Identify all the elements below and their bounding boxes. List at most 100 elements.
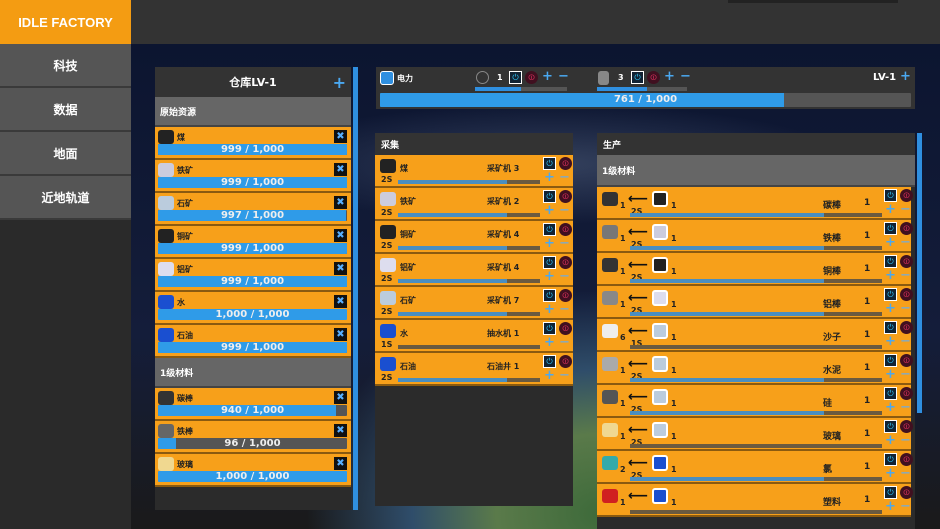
add-machine-button[interactable]: +	[544, 170, 555, 185]
wrench-icon[interactable]: ✖	[334, 328, 347, 341]
stop-button[interactable]: ⏼	[900, 453, 913, 466]
stop-button[interactable]: ⏼	[900, 288, 913, 301]
wrench-icon[interactable]: ✖	[334, 391, 347, 404]
power-toggle-button[interactable]: ⏻	[884, 189, 897, 202]
wrench-icon[interactable]: ✖	[334, 295, 347, 308]
add-machine-button[interactable]: +	[885, 235, 896, 250]
stop-button[interactable]: ⏼	[900, 189, 913, 202]
power-toggle-button[interactable]: ⏻	[543, 289, 556, 302]
remove-machine-button[interactable]: −	[559, 302, 570, 317]
stop-button[interactable]: ⏼	[900, 321, 913, 334]
power-toggle-button[interactable]: ⏻	[884, 288, 897, 301]
add-machine-button[interactable]: +	[885, 433, 896, 448]
stop-button[interactable]: ⏼	[559, 322, 572, 335]
wrench-icon[interactable]: ✖	[334, 196, 347, 209]
stop-button[interactable]: ⏼	[900, 255, 913, 268]
remove-machine-button[interactable]: −	[900, 202, 911, 217]
remove-machine-button[interactable]: −	[900, 400, 911, 415]
remove-machine-button[interactable]: −	[559, 269, 570, 284]
wrench-icon[interactable]: ✖	[334, 163, 347, 176]
remove-machine-button[interactable]: −	[900, 367, 911, 382]
add-machine-button[interactable]: +	[885, 400, 896, 415]
stop-button[interactable]: ⏼	[559, 289, 572, 302]
add-machine-button[interactable]: +	[544, 335, 555, 350]
power-toggle-button[interactable]: ⏻	[884, 321, 897, 334]
sidebar-item-data[interactable]: 数据	[0, 88, 131, 132]
warehouse-item[interactable]: 水 ✖ 1,000 / 1,000	[155, 292, 351, 325]
add-machine-button[interactable]: +	[544, 203, 555, 218]
warehouse-item[interactable]: 煤 ✖ 999 / 1,000	[155, 127, 351, 160]
game-title-button[interactable]: IDLE FACTORY	[0, 0, 131, 44]
power-toggle-button[interactable]: ⏻	[543, 223, 556, 236]
generator-minus-button[interactable]: −	[558, 69, 569, 84]
stop-button[interactable]: ⏼	[900, 222, 913, 235]
solar-add-button[interactable]: +	[664, 69, 675, 84]
remove-machine-button[interactable]: −	[559, 203, 570, 218]
wrench-icon[interactable]: ✖	[334, 457, 347, 470]
add-machine-button[interactable]: +	[885, 466, 896, 481]
solar-power-button[interactable]: ⏻	[631, 71, 644, 84]
stop-button[interactable]: ⏼	[559, 355, 572, 368]
add-machine-button[interactable]: +	[885, 334, 896, 349]
stop-button[interactable]: ⏼	[559, 190, 572, 203]
upgrade-power-button[interactable]: +	[900, 69, 911, 84]
stop-button[interactable]: ⏼	[900, 486, 913, 499]
power-toggle-button[interactable]: ⏻	[543, 355, 556, 368]
power-toggle-button[interactable]: ⏻	[884, 453, 897, 466]
generator-power-button[interactable]: ⏻	[509, 71, 522, 84]
remove-machine-button[interactable]: −	[900, 499, 911, 514]
remove-machine-button[interactable]: −	[900, 433, 911, 448]
warehouse-item[interactable]: 石油 ✖ 999 / 1,000	[155, 325, 351, 358]
power-toggle-button[interactable]: ⏻	[543, 190, 556, 203]
power-toggle-button[interactable]: ⏻	[884, 222, 897, 235]
add-machine-button[interactable]: +	[544, 368, 555, 383]
warehouse-item[interactable]: 石矿 ✖ 997 / 1,000	[155, 193, 351, 226]
add-machine-button[interactable]: +	[885, 202, 896, 217]
stop-button[interactable]: ⏼	[559, 256, 572, 269]
power-toggle-button[interactable]: ⏻	[884, 486, 897, 499]
warehouse-item[interactable]: 铝矿 ✖ 999 / 1,000	[155, 259, 351, 292]
add-machine-button[interactable]: +	[885, 268, 896, 283]
power-toggle-button[interactable]: ⏻	[884, 255, 897, 268]
remove-machine-button[interactable]: −	[559, 170, 570, 185]
generator-add-button[interactable]: +	[542, 69, 553, 84]
generator-remove-button[interactable]: ⏼	[525, 71, 538, 84]
stop-button[interactable]: ⏼	[559, 223, 572, 236]
remove-machine-button[interactable]: −	[900, 268, 911, 283]
remove-machine-button[interactable]: −	[559, 368, 570, 383]
warehouse-item[interactable]: 玻璃 ✖ 1,000 / 1,000	[155, 454, 351, 487]
power-toggle-button[interactable]: ⏻	[884, 387, 897, 400]
add-machine-button[interactable]: +	[544, 302, 555, 317]
power-toggle-button[interactable]: ⏻	[884, 420, 897, 433]
stop-button[interactable]: ⏼	[559, 157, 572, 170]
stop-button[interactable]: ⏼	[900, 420, 913, 433]
wrench-icon[interactable]: ✖	[334, 229, 347, 242]
add-machine-button[interactable]: +	[544, 236, 555, 251]
solar-remove-button[interactable]: ⏼	[647, 71, 660, 84]
remove-machine-button[interactable]: −	[900, 334, 911, 349]
remove-machine-button[interactable]: −	[900, 235, 911, 250]
add-machine-button[interactable]: +	[544, 269, 555, 284]
add-machine-button[interactable]: +	[885, 499, 896, 514]
add-machine-button[interactable]: +	[885, 301, 896, 316]
power-toggle-button[interactable]: ⏻	[543, 322, 556, 335]
produce-scrollbar[interactable]	[917, 133, 922, 413]
stop-button[interactable]: ⏼	[900, 387, 913, 400]
remove-machine-button[interactable]: −	[900, 301, 911, 316]
wrench-icon[interactable]: ✖	[334, 424, 347, 437]
warehouse-item[interactable]: 铁矿 ✖ 999 / 1,000	[155, 160, 351, 193]
warehouse-item[interactable]: 铁棒 ✖ 96 / 1,000	[155, 421, 351, 454]
solar-minus-button[interactable]: −	[680, 69, 691, 84]
remove-machine-button[interactable]: −	[559, 335, 570, 350]
wrench-icon[interactable]: ✖	[334, 130, 347, 143]
sidebar-item-tech[interactable]: 科技	[0, 44, 131, 88]
power-toggle-button[interactable]: ⏻	[884, 354, 897, 367]
sidebar-item-ground[interactable]: 地面	[0, 132, 131, 176]
remove-machine-button[interactable]: −	[559, 236, 570, 251]
stop-button[interactable]: ⏼	[900, 354, 913, 367]
power-toggle-button[interactable]: ⏻	[543, 157, 556, 170]
warehouse-scrollbar[interactable]	[353, 67, 358, 510]
wrench-icon[interactable]: ✖	[334, 262, 347, 275]
sidebar-item-orbit[interactable]: 近地轨道	[0, 176, 131, 220]
remove-machine-button[interactable]: −	[900, 466, 911, 481]
